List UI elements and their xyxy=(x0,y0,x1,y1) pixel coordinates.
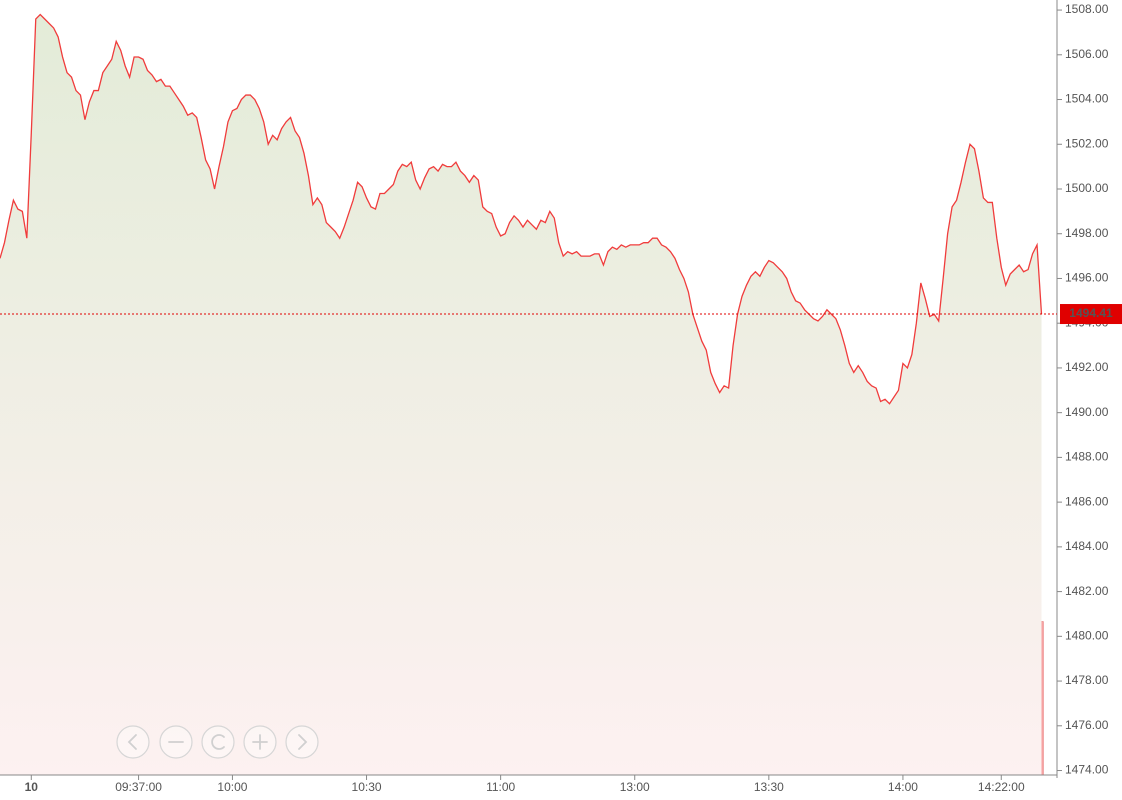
y-tick-label: 1500.00 xyxy=(1065,181,1109,195)
scroll-left-button[interactable] xyxy=(116,725,150,759)
y-tick-label: 1482.00 xyxy=(1065,584,1109,598)
last-price-box xyxy=(1060,304,1122,325)
x-tick-label: 11:00 xyxy=(486,780,515,794)
y-tick-label: 1480.00 xyxy=(1065,628,1109,642)
plot-area xyxy=(0,13,1044,776)
y-tick-label: 1492.00 xyxy=(1065,360,1109,374)
zoom-out-button[interactable] xyxy=(159,725,193,759)
y-tick-label: 1488.00 xyxy=(1065,450,1109,464)
x-tick-label: 14:22:00 xyxy=(978,780,1025,794)
x-tick-label: 14:00 xyxy=(888,780,918,794)
reset-button[interactable] xyxy=(201,725,235,759)
x-tick-label: 09:37:00 xyxy=(115,780,162,794)
y-tick-label: 1486.00 xyxy=(1065,494,1109,508)
y-tick-label: 1504.00 xyxy=(1065,92,1109,106)
y-tick-label: 1476.00 xyxy=(1065,718,1109,732)
zoom-in-button[interactable] xyxy=(243,725,277,759)
y-tick-label: 1490.00 xyxy=(1065,405,1109,419)
price-area xyxy=(0,14,1042,776)
y-tick-label: 1484.00 xyxy=(1065,539,1109,553)
y-tick-label: 1506.00 xyxy=(1065,47,1109,61)
y-tick-label: 1478.00 xyxy=(1065,673,1109,687)
x-tick-label: 10:30 xyxy=(352,780,382,794)
x-tick-label: 10:00 xyxy=(217,780,247,794)
y-tick-label: 1474.00 xyxy=(1065,763,1109,777)
y-tick-label: 1502.00 xyxy=(1065,136,1109,150)
navigation-buttons xyxy=(116,725,319,759)
price-line xyxy=(0,13,1043,405)
x-tick-label: 10 xyxy=(25,780,39,794)
x-tick-label: 13:00 xyxy=(620,780,650,794)
y-tick-label: 1498.00 xyxy=(1065,226,1109,240)
last-price-label: 1494.41 xyxy=(1069,306,1113,320)
x-tick-label: 13:30 xyxy=(754,780,784,794)
y-tick-label: 1508.00 xyxy=(1065,2,1109,16)
scroll-right-button[interactable] xyxy=(285,725,319,759)
y-tick-label: 1496.00 xyxy=(1065,271,1109,285)
